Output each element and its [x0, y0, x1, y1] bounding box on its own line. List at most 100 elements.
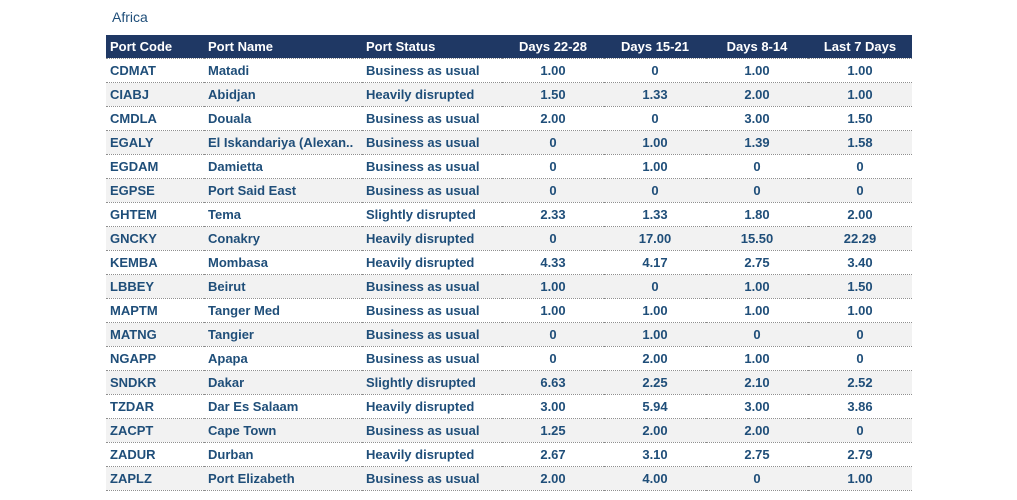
cell-days-22-28: 0: [502, 321, 604, 346]
africa-ports-table: Port Code Port Name Port Status Days 22-…: [106, 35, 912, 491]
table-row[interactable]: SNDKR Dakar Slightly disrupted 6.63 2.25 2.10…: [106, 369, 912, 394]
cell-last-7-days: 1.58: [808, 129, 912, 154]
cell-port-status: Heavily disrupted: [362, 393, 502, 418]
panel-title: Africa: [112, 9, 148, 25]
table-row[interactable]: CIABJ Abidjan Heavily disrupted 1.50 1.33 2.0…: [106, 81, 912, 106]
table-row[interactable]: TZDAR Dar Es Salaam Heavily disrupted 3.00 5…: [106, 393, 912, 418]
cell-port-status: Business as usual: [362, 297, 502, 322]
cell-last-7-days: 22.29: [808, 225, 912, 250]
cell-last-7-days: 0: [808, 417, 912, 442]
cell-last-7-days: 0: [808, 153, 912, 178]
cell-days-22-28: 0: [502, 177, 604, 202]
cell-last-7-days: 0: [808, 345, 912, 370]
cell-days-8-14: 2.75: [706, 249, 808, 274]
cell-days-22-28: 1.00: [502, 273, 604, 298]
cell-last-7-days: 3.86: [808, 393, 912, 418]
cell-port-status: Slightly disrupted: [362, 369, 502, 394]
cell-days-15-21: 0: [604, 105, 706, 130]
table-row[interactable]: EGDAM Damietta Business as usual 0 1.00 0 0: [106, 153, 912, 178]
cell-days-8-14: 3.00: [706, 393, 808, 418]
column-header-port-name[interactable]: Port Name: [204, 35, 362, 58]
cell-port-name: Tema: [204, 201, 362, 226]
table-row[interactable]: GNCKY Conakry Heavily disrupted 0 17.00 15.50…: [106, 225, 912, 250]
table-row[interactable]: LBBEY Beirut Business as usual 1.00 0 1.00 1.5…: [106, 273, 912, 298]
cell-last-7-days: 1.00: [808, 297, 912, 322]
cell-last-7-days: 1.00: [808, 57, 912, 82]
cell-last-7-days: 3.40: [808, 249, 912, 274]
cell-port-name: Damietta: [204, 153, 362, 178]
cell-port-status: Business as usual: [362, 177, 502, 202]
cell-days-15-21: 1.00: [604, 297, 706, 322]
column-header-port-status[interactable]: Port Status: [362, 35, 502, 58]
cell-days-22-28: 1.50: [502, 81, 604, 106]
cell-port-name: Durban: [204, 441, 362, 466]
cell-days-8-14: 2.00: [706, 417, 808, 442]
table-row[interactable]: ZADUR Durban Heavily disrupted 2.67 3.10 2.75…: [106, 441, 912, 466]
cell-port-code: CMDLA: [106, 105, 204, 130]
cell-port-code: NGAPP: [106, 345, 204, 370]
cell-days-22-28: 6.63: [502, 369, 604, 394]
table-row[interactable]: ZACPT Cape Town Business as usual 1.25 2.00 2…: [106, 417, 912, 442]
column-header-port-code[interactable]: Port Code: [106, 35, 204, 58]
cell-port-name: Apapa: [204, 345, 362, 370]
cell-port-status: Business as usual: [362, 153, 502, 178]
table-row[interactable]: EGPSE Port Said East Business as usual 0 0 0 0: [106, 177, 912, 202]
cell-days-8-14: 2.00: [706, 81, 808, 106]
table-row[interactable]: GHTEM Tema Slightly disrupted 2.33 1.33 1.80 2…: [106, 201, 912, 226]
cell-days-22-28: 0: [502, 225, 604, 250]
cell-last-7-days: 1.50: [808, 273, 912, 298]
cell-port-status: Business as usual: [362, 129, 502, 154]
cell-port-name: Matadi: [204, 57, 362, 82]
table-row[interactable]: KEMBA Mombasa Heavily disrupted 4.33 4.17 2.7…: [106, 249, 912, 274]
column-header-days-22-28[interactable]: Days 22-28: [502, 35, 604, 58]
cell-days-8-14: 2.75: [706, 441, 808, 466]
table-body: CDMAT Matadi Business as usual 1.00 0 1.00 1.0…: [106, 57, 912, 491]
cell-port-name: Dar Es Salaam: [204, 393, 362, 418]
cell-days-22-28: 3.00: [502, 393, 604, 418]
cell-port-name: Dakar: [204, 369, 362, 394]
cell-port-status: Heavily disrupted: [362, 249, 502, 274]
cell-last-7-days: 2.00: [808, 201, 912, 226]
table-row[interactable]: NGAPP Apapa Business as usual 0 2.00 1.00 0: [106, 345, 912, 370]
table-row[interactable]: CDMAT Matadi Business as usual 1.00 0 1.00 1.0…: [106, 57, 912, 82]
cell-port-status: Business as usual: [362, 345, 502, 370]
cell-port-code: LBBEY: [106, 273, 204, 298]
cell-port-status: Business as usual: [362, 105, 502, 130]
cell-days-22-28: 2.00: [502, 465, 604, 491]
column-header-last-7-days[interactable]: Last 7 Days: [808, 35, 912, 58]
cell-port-status: Heavily disrupted: [362, 225, 502, 250]
cell-days-8-14: 1.39: [706, 129, 808, 154]
cell-days-22-28: 2.00: [502, 105, 604, 130]
cell-port-name: Beirut: [204, 273, 362, 298]
cell-days-8-14: 1.00: [706, 273, 808, 298]
cell-port-status: Business as usual: [362, 321, 502, 346]
column-header-days-8-14[interactable]: Days 8-14: [706, 35, 808, 58]
table-row[interactable]: MAPTM Tanger Med Business as usual 1.00 1.00…: [106, 297, 912, 322]
cell-days-8-14: 15.50: [706, 225, 808, 250]
cell-port-code: ZACPT: [106, 417, 204, 442]
cell-port-name: El Iskandariya (Alexan..: [204, 129, 362, 154]
cell-days-22-28: 0: [502, 345, 604, 370]
table-row[interactable]: EGALY El Iskandariya (Alexan.. Business as…: [106, 129, 912, 154]
column-header-days-15-21[interactable]: Days 15-21: [604, 35, 706, 58]
cell-last-7-days: 2.52: [808, 369, 912, 394]
cell-days-8-14: 0: [706, 321, 808, 346]
cell-days-8-14: 1.80: [706, 201, 808, 226]
cell-days-15-21: 3.10: [604, 441, 706, 466]
cell-port-status: Business as usual: [362, 57, 502, 82]
table-row[interactable]: MATNG Tangier Business as usual 0 1.00 0 0: [106, 321, 912, 346]
cell-days-22-28: 2.67: [502, 441, 604, 466]
table-header-row: Port Code Port Name Port Status Days 22-…: [106, 35, 912, 58]
cell-days-22-28: 2.33: [502, 201, 604, 226]
cell-days-15-21: 1.33: [604, 81, 706, 106]
cell-port-code: GNCKY: [106, 225, 204, 250]
cell-days-15-21: 0: [604, 177, 706, 202]
table-row[interactable]: ZAPLZ Port Elizabeth Business as usual 2.00…: [106, 465, 912, 491]
cell-days-8-14: 2.10: [706, 369, 808, 394]
cell-port-status: Business as usual: [362, 273, 502, 298]
cell-port-code: CIABJ: [106, 81, 204, 106]
cell-days-15-21: 1.00: [604, 129, 706, 154]
table-row[interactable]: CMDLA Douala Business as usual 2.00 0 3.00 1.5…: [106, 105, 912, 130]
cell-port-name: Abidjan: [204, 81, 362, 106]
cell-port-name: Tanger Med: [204, 297, 362, 322]
